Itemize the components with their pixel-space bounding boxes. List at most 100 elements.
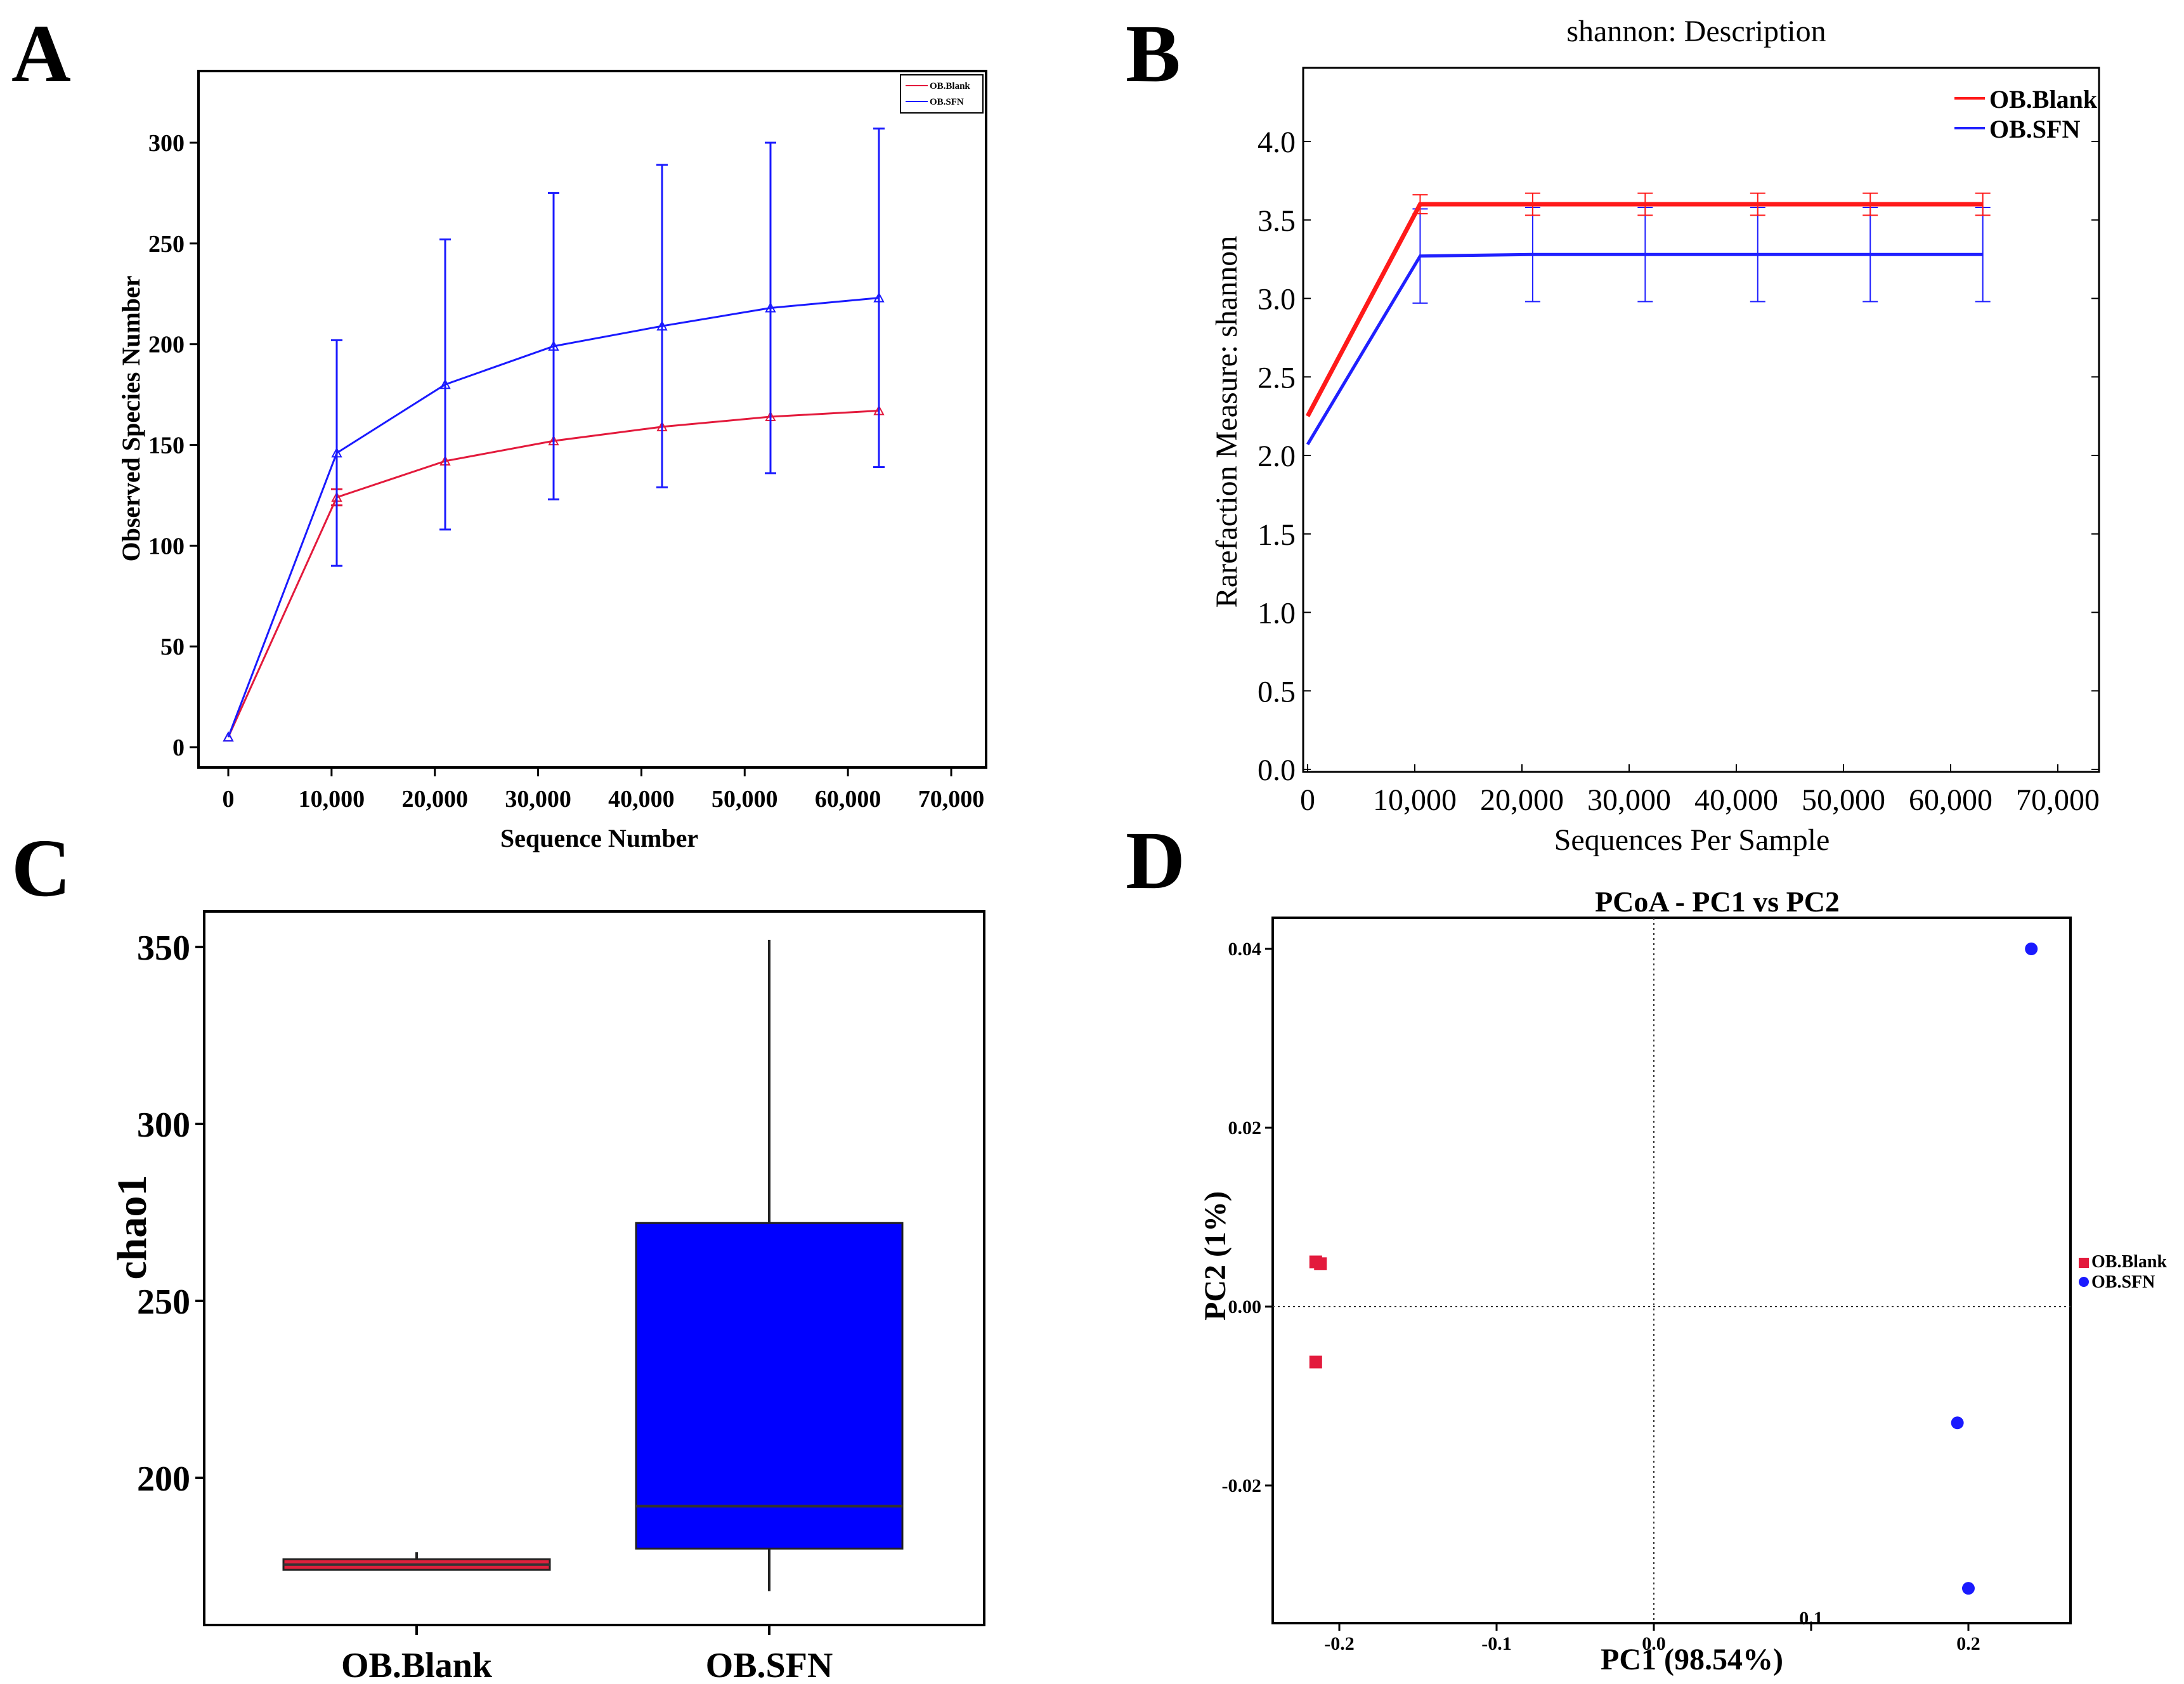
chart-d-xtick-label: 0.1 [1799, 1608, 1823, 1629]
chart-a-xtick-label: 50,000 [712, 786, 778, 813]
chart-a-ylabel: Observed Species Number [117, 275, 145, 561]
chart-c-ytick-label: 200 [137, 1459, 190, 1499]
chart-b-xtick-label: 30,000 [1587, 783, 1671, 817]
chart-b-legend-label-sfn: OB.SFN [1989, 115, 2080, 143]
chart-a-xtick-label: 60,000 [815, 786, 881, 813]
chart-a-ticks: 0 10,000 20,000 30,000 40,000 50,000 60,000 70,… [148, 130, 984, 813]
panel-letter-d: D [1126, 815, 1185, 906]
chart-d-xtick-label: -0.2 [1324, 1633, 1355, 1654]
chart-b-legend-label-blank: OB.Blank [1989, 85, 2098, 114]
chart-d-ticks: -0.2 -0.1 0.0 0.1 0.2 -0.02 0.00 0.02 0.04 [1222, 918, 2070, 1654]
chart-d-ylabel: PC2 (1%) [1199, 1191, 1232, 1321]
chart-a-xtick-label: 0 [223, 786, 235, 813]
chart-b-xlabel: Sequences Per Sample [1554, 823, 1830, 857]
chart-d-points [1309, 943, 2038, 1595]
chart-a-frame [197, 70, 987, 769]
chart-b-xtick-label: 40,000 [1694, 783, 1778, 817]
chart-a-point [873, 292, 885, 303]
chart-a-point [548, 340, 559, 351]
chart-b-series-line-blank [1305, 202, 1983, 417]
chart-b-ytick-label: 3.0 [1258, 283, 1296, 317]
chart-d-legend-marker-sfn [2079, 1277, 2089, 1287]
chart-b-ytick-label: 2.5 [1258, 361, 1296, 395]
chart-b-xtick-label: 60,000 [1909, 783, 1992, 817]
chart-d-point-blank [1309, 1355, 1322, 1369]
chart-b-ytick-label: 1.5 [1258, 518, 1296, 552]
chart-b-frame [1302, 67, 2100, 773]
chart-a-ytick-label: 100 [148, 533, 185, 559]
chart-d-point-blank [1314, 1257, 1327, 1270]
chart-a-point [223, 731, 234, 742]
chart-a-ytick-label: 250 [148, 231, 185, 258]
chart-a-point [439, 379, 451, 389]
chart-a-legend-label-sfn: OB.SFN [930, 97, 964, 107]
chart-b-title: shannon: Description [1566, 15, 1826, 48]
chart-a-xtick-label: 10,000 [299, 786, 365, 813]
chart-b-ytick-label: 0.0 [1258, 754, 1296, 787]
chart-a-xtick-label: 70,000 [918, 786, 985, 813]
chart-b-xtick-label: 10,000 [1373, 783, 1457, 817]
chart-b-ytick-label: 3.5 [1258, 204, 1296, 238]
panel-letter-c: C [11, 823, 71, 914]
chart-b-ylabel: Rarefaction Measure: shannon [1210, 236, 1244, 608]
chart-a-ytick-label: 0 [172, 734, 185, 761]
panel-letter-a: A [11, 8, 71, 100]
chart-c-xtick-label: OB.Blank [341, 1646, 493, 1684]
chart-b-xtick-label: 50,000 [1802, 783, 1885, 817]
chart-c-frame [203, 910, 985, 1626]
chart-c-ytick-label: 300 [137, 1106, 190, 1145]
chart-d-point-sfn [1962, 1582, 1975, 1595]
chart-d-title: PCoA - PC1 vs PC2 [1595, 885, 1840, 918]
chart-a-rarefaction-observed-species: 0 10,000 20,000 30,000 40,000 50,000 60,000 70,… [117, 70, 987, 852]
panel-letter-b: B [1126, 8, 1181, 100]
chart-a-ytick-label: 150 [148, 433, 185, 459]
chart-c-ticks: 200 250 300 350 OB.Blank OB.SFN [137, 929, 833, 1684]
chart-d-ytick-label: 0.02 [1228, 1118, 1262, 1139]
chart-a-point [765, 302, 776, 313]
chart-c-boxes [282, 939, 904, 1591]
chart-b-xtick-label: 70,000 [2016, 783, 2100, 817]
chart-a-xtick-label: 30,000 [505, 786, 571, 813]
chart-a-series [223, 127, 885, 742]
chart-d-ytick-label: 0.00 [1228, 1296, 1262, 1317]
chart-b-xtick-label: 0 [1300, 783, 1315, 817]
chart-b-ytick-label: 0.5 [1258, 675, 1296, 708]
chart-a-ytick-label: 50 [160, 634, 185, 660]
chart-d-point-sfn [1951, 1416, 1964, 1430]
chart-b-ticks: 0 10,000 20,000 30,000 40,000 50,000 60,000 70,… [1258, 126, 2100, 817]
chart-d-xtick-label: 0.2 [1956, 1633, 1980, 1654]
chart-b-ytick-label: 2.0 [1258, 440, 1296, 473]
chart-a-ytick-label: 300 [148, 130, 185, 157]
chart-c-ytick-label: 350 [137, 929, 190, 968]
chart-d-pcoa: PCoA - PC1 vs PC2 -0.2 -0.1 0.0 0.1 0.2 -0.02… [1199, 885, 2167, 1676]
chart-a-xlabel: Sequence Number [500, 824, 698, 852]
chart-b-legend: OB.Blank OB.SFN [1954, 85, 2098, 143]
chart-c-ylabel: chao1 [109, 1175, 155, 1280]
chart-c-ytick-label: 250 [137, 1283, 190, 1322]
chart-b-xtick-label: 20,000 [1480, 783, 1564, 817]
chart-a-ytick-label: 200 [148, 332, 185, 358]
chart-d-ytick-label: -0.02 [1222, 1475, 1262, 1496]
chart-d-legend-label-blank: OB.Blank [2091, 1252, 2167, 1272]
chart-a-legend: OB.Blank OB.SFN [900, 74, 984, 114]
chart-c-xtick-label: OB.SFN [706, 1646, 833, 1684]
chart-d-xtick-label: 0.0 [1642, 1633, 1666, 1654]
chart-d-frame [1271, 917, 2072, 1624]
chart-d-legend-label-sfn: OB.SFN [2091, 1272, 2155, 1292]
chart-b-ytick-label: 4.0 [1258, 126, 1296, 159]
chart-d-ytick-label: 0.04 [1228, 939, 1262, 960]
chart-d-xlabel: PC1 (98.54%) [1601, 1643, 1783, 1676]
chart-a-legend-box [900, 74, 984, 114]
chart-c-boxplot-chao1: 200 250 300 350 OB.Blank OB.SFN chao1 [109, 910, 985, 1684]
chart-b-rarefaction-shannon: shannon: Description 0 10,000 20,000 30,000… [1210, 15, 2100, 857]
chart-b-series [1305, 192, 1991, 445]
chart-d-legend: OB.Blank OB.SFN [2079, 1252, 2167, 1292]
chart-d-point-sfn [2025, 943, 2038, 955]
chart-d-xtick-label: -0.1 [1481, 1633, 1512, 1654]
chart-a-point [656, 320, 668, 331]
chart-b-series-line-sfn [1306, 252, 1983, 445]
chart-c-box-sfn [635, 1222, 904, 1550]
chart-a-xtick-label: 40,000 [608, 786, 675, 813]
chart-b-ytick-label: 1.0 [1258, 597, 1296, 630]
